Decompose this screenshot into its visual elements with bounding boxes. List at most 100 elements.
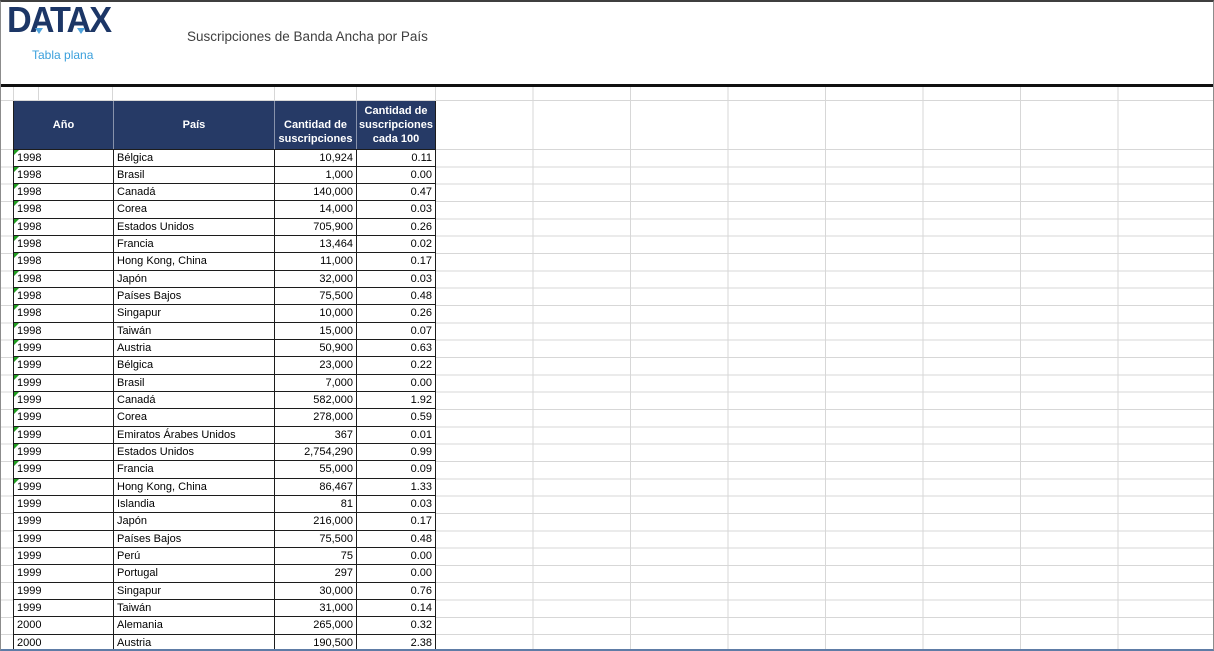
- cell-subscriptions[interactable]: 2,754,290: [275, 444, 357, 462]
- cell-subscriptions[interactable]: 23,000: [275, 357, 357, 375]
- cell-subscriptions-per-100[interactable]: 0.00: [357, 166, 436, 185]
- cell-subscriptions-per-100[interactable]: 0.07: [357, 322, 436, 341]
- cell-year[interactable]: 1998: [14, 201, 114, 219]
- cell-year[interactable]: 1999: [14, 461, 114, 479]
- cell-year[interactable]: 1998: [14, 322, 114, 341]
- cell-country[interactable]: Brasil: [114, 374, 275, 393]
- cell-subscriptions-per-100[interactable]: 0.22: [357, 357, 436, 375]
- cell-country[interactable]: Bélgica: [114, 357, 275, 375]
- cell-country[interactable]: Taiwán: [114, 600, 275, 618]
- cell-subscriptions[interactable]: 55,000: [275, 461, 357, 479]
- cell-country[interactable]: Islandia: [114, 496, 275, 514]
- cell-year[interactable]: 1999: [14, 426, 114, 445]
- cell-subscriptions-per-100[interactable]: 0.59: [357, 409, 436, 427]
- cell-year[interactable]: 1999: [14, 374, 114, 393]
- cell-year[interactable]: 1999: [14, 357, 114, 375]
- cell-subscriptions-per-100[interactable]: 0.00: [357, 548, 436, 566]
- cell-subscriptions-per-100[interactable]: 0.17: [357, 513, 436, 531]
- cell-country[interactable]: Estados Unidos: [114, 218, 275, 237]
- cell-year[interactable]: 1998: [14, 236, 114, 254]
- cell-subscriptions-per-100[interactable]: 0.00: [357, 374, 436, 393]
- cell-country[interactable]: Países Bajos: [114, 530, 275, 549]
- cell-subscriptions[interactable]: 1,000: [275, 166, 357, 185]
- cell-year[interactable]: 1999: [14, 409, 114, 427]
- cell-subscriptions-per-100[interactable]: 0.11: [357, 149, 436, 167]
- cell-country[interactable]: Singapur: [114, 582, 275, 601]
- cell-subscriptions[interactable]: 297: [275, 565, 357, 583]
- cell-country[interactable]: Bélgica: [114, 149, 275, 167]
- cell-year[interactable]: 1999: [14, 582, 114, 601]
- cell-subscriptions[interactable]: 31,000: [275, 600, 357, 618]
- cell-subscriptions[interactable]: 7,000: [275, 374, 357, 393]
- cell-subscriptions-per-100[interactable]: 0.48: [357, 288, 436, 306]
- cell-year[interactable]: 1999: [14, 444, 114, 462]
- cell-subscriptions[interactable]: 10,000: [275, 305, 357, 323]
- column-header-subscriptions-per-100[interactable]: Cantidad de suscripciones cada 100: [357, 101, 436, 149]
- cell-year[interactable]: 2000: [14, 617, 114, 635]
- cell-year[interactable]: 1999: [14, 530, 114, 549]
- cell-year[interactable]: 1998: [14, 288, 114, 306]
- cell-year[interactable]: 1999: [14, 600, 114, 618]
- cell-subscriptions-per-100[interactable]: 0.02: [357, 236, 436, 254]
- cell-subscriptions-per-100[interactable]: 0.99: [357, 444, 436, 462]
- cell-country[interactable]: Portugal: [114, 565, 275, 583]
- cell-subscriptions[interactable]: 15,000: [275, 322, 357, 341]
- cell-subscriptions-per-100[interactable]: 0.00: [357, 565, 436, 583]
- cell-subscriptions[interactable]: 75,500: [275, 530, 357, 549]
- cell-subscriptions[interactable]: 81: [275, 496, 357, 514]
- column-header-subscriptions[interactable]: Cantidad de suscripciones: [275, 101, 357, 149]
- cell-country[interactable]: Japón: [114, 270, 275, 289]
- cell-country[interactable]: Hong Kong, China: [114, 478, 275, 497]
- cell-year[interactable]: 1998: [14, 149, 114, 167]
- cell-subscriptions[interactable]: 75: [275, 548, 357, 566]
- cell-country[interactable]: Austria: [114, 634, 275, 649]
- cell-subscriptions[interactable]: 10,924: [275, 149, 357, 167]
- cell-country[interactable]: Francia: [114, 236, 275, 254]
- cell-subscriptions[interactable]: 582,000: [275, 392, 357, 410]
- cell-subscriptions-per-100[interactable]: 0.26: [357, 305, 436, 323]
- cell-subscriptions-per-100[interactable]: 0.76: [357, 582, 436, 601]
- cell-year[interactable]: 1998: [14, 270, 114, 289]
- cell-subscriptions-per-100[interactable]: 1.33: [357, 478, 436, 497]
- cell-country[interactable]: Austria: [114, 340, 275, 358]
- cell-country[interactable]: Países Bajos: [114, 288, 275, 306]
- cell-subscriptions[interactable]: 86,467: [275, 478, 357, 497]
- cell-country[interactable]: Emiratos Árabes Unidos: [114, 426, 275, 445]
- cell-subscriptions-per-100[interactable]: 0.26: [357, 218, 436, 237]
- cell-subscriptions[interactable]: 265,000: [275, 617, 357, 635]
- cell-subscriptions[interactable]: 75,500: [275, 288, 357, 306]
- cell-subscriptions-per-100[interactable]: 0.63: [357, 340, 436, 358]
- cell-year[interactable]: 2000: [14, 634, 114, 649]
- cell-subscriptions[interactable]: 50,900: [275, 340, 357, 358]
- cell-year[interactable]: 1998: [14, 218, 114, 237]
- cell-subscriptions-per-100[interactable]: 0.03: [357, 496, 436, 514]
- cell-year[interactable]: 1999: [14, 478, 114, 497]
- cell-subscriptions[interactable]: 11,000: [275, 253, 357, 271]
- column-header-year[interactable]: Año: [14, 101, 114, 149]
- column-header-country[interactable]: País: [114, 101, 275, 149]
- cell-country[interactable]: Brasil: [114, 166, 275, 185]
- cell-subscriptions[interactable]: 30,000: [275, 582, 357, 601]
- cell-subscriptions-per-100[interactable]: 0.17: [357, 253, 436, 271]
- cell-country[interactable]: Estados Unidos: [114, 444, 275, 462]
- cell-subscriptions[interactable]: 278,000: [275, 409, 357, 427]
- cell-subscriptions[interactable]: 705,900: [275, 218, 357, 237]
- cell-year[interactable]: 1999: [14, 513, 114, 531]
- cell-subscriptions-per-100[interactable]: 0.01: [357, 426, 436, 445]
- cell-country[interactable]: Francia: [114, 461, 275, 479]
- cell-subscriptions-per-100[interactable]: 2.38: [357, 634, 436, 649]
- cell-subscriptions[interactable]: 190,500: [275, 634, 357, 649]
- cell-country[interactable]: Perú: [114, 548, 275, 566]
- cell-subscriptions-per-100[interactable]: 0.09: [357, 461, 436, 479]
- cell-year[interactable]: 1998: [14, 253, 114, 271]
- cell-country[interactable]: Corea: [114, 409, 275, 427]
- cell-subscriptions-per-100[interactable]: 0.47: [357, 184, 436, 202]
- cell-subscriptions[interactable]: 13,464: [275, 236, 357, 254]
- cell-subscriptions-per-100[interactable]: 0.03: [357, 201, 436, 219]
- cell-subscriptions-per-100[interactable]: 0.32: [357, 617, 436, 635]
- cell-year[interactable]: 1999: [14, 392, 114, 410]
- cell-subscriptions[interactable]: 367: [275, 426, 357, 445]
- cell-country[interactable]: Canadá: [114, 184, 275, 202]
- cell-subscriptions-per-100[interactable]: 0.03: [357, 270, 436, 289]
- cell-country[interactable]: Japón: [114, 513, 275, 531]
